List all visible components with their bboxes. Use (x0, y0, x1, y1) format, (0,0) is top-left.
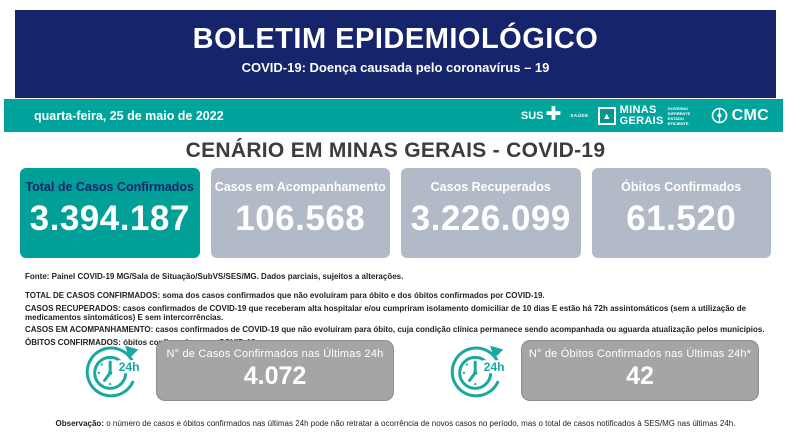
definitions-block: TOTAL DE CASOS CONFIRMADOS: soma dos cas… (25, 291, 776, 350)
clock-24h-icon: 24h (450, 345, 508, 397)
clock-24h-icon: 24h (85, 345, 143, 397)
mg-word-line1: MINAS (619, 104, 657, 117)
svg-text:24h: 24h (119, 360, 140, 374)
definition-recuperados: CASOS RECUPERADOS: casos confirmados de … (25, 303, 747, 322)
cmc-compass-icon (711, 107, 727, 124)
sus-logo: SUS ✚ (520, 104, 562, 125)
source-note: Fonte: Painel COVID-19 MG/Sala de Situaç… (25, 272, 404, 281)
saude-label: SAÚDE (570, 113, 589, 118)
logo-group: SUS ✚ SAÚDE ▲ MINAS GERAIS GOVERNO DIFER… (520, 104, 769, 127)
cmc-logo: CMC (711, 107, 769, 125)
card-label: Óbitos Confirmados (621, 180, 742, 194)
mg-word-line2: GERAIS (619, 114, 664, 127)
svg-text:24h: 24h (484, 360, 505, 374)
last24h-value: 4.072 (243, 362, 307, 390)
card-label: Casos em Acompanhamento (214, 180, 386, 194)
mg-wordmark: MINAS GERAIS (619, 104, 664, 127)
card-value: 106.568 (235, 199, 366, 238)
observation-text: o número de casos e óbitos confirmados n… (106, 419, 736, 428)
observation-label: Observação: (55, 419, 104, 428)
card-total-confirmados: Total de Casos Confirmados 3.394.187 (20, 168, 200, 258)
stat-cards-row: Total de Casos Confirmados 3.394.187 Cas… (20, 168, 771, 258)
mg-triangle-icon: ▲ (597, 106, 616, 125)
cmc-label: CMC (731, 106, 769, 124)
card-label: Casos Recuperados (430, 180, 551, 194)
card-value: 61.520 (626, 199, 737, 238)
definition-acompanhamento: CASOS EM ACOMPANHAMENTO: casos confirmad… (25, 325, 765, 334)
date-text: quarta-feira, 25 de maio de 2022 (34, 108, 224, 123)
last24h-value: 42 (626, 362, 654, 390)
minas-gerais-logo: ▲ MINAS GERAIS GOVERNO DIFERENTE ESTADO … (597, 104, 702, 127)
page-title: CENÁRIO EM MINAS GERAIS - COVID-19 (185, 139, 606, 162)
card-value: 3.394.187 (29, 199, 190, 238)
date-bar: quarta-feira, 25 de maio de 2022 SUS ✚ S… (4, 99, 783, 132)
card-obitos: Óbitos Confirmados 61.520 (591, 168, 771, 258)
mg-government-slogan: GOVERNO DIFERENTE ESTADO EFICIENTE (667, 105, 691, 126)
definition-obitos: ÓBITOS CONFIRMADOS: óbitos confirmados p… (25, 337, 258, 347)
sus-label: SUS (520, 109, 544, 122)
header-banner: BOLETIM EPIDEMIOLÓGICO COVID-19: Doença … (15, 10, 776, 98)
sus-cross-icon: ✚ (545, 104, 562, 125)
last24h-casos-group: 24h N° de Casos Confirmados nas Últimas … (83, 340, 394, 401)
last24h-label: N° de Casos Confirmados nas Últimas 24h (166, 348, 384, 360)
definition-total-confirmados: TOTAL DE CASOS CONFIRMADOS: soma dos cas… (25, 291, 545, 300)
card-label: Total de Casos Confirmados (25, 180, 195, 194)
observation-note: Observação: o número de casos e óbitos c… (0, 419, 791, 428)
bulletin-title: BOLETIM EPIDEMIOLÓGICO (192, 23, 599, 55)
last24h-casos-box: N° de Casos Confirmados nas Últimas 24h … (156, 340, 394, 401)
last24h-obitos-box: N° de Óbitos Confirmados nas Últimas 24h… (521, 340, 759, 401)
bulletin-subtitle: COVID-19: Doença causada pelo coronavíru… (241, 60, 550, 75)
card-value: 3.226.099 (410, 199, 571, 238)
card-em-acompanhamento: Casos em Acompanhamento 106.568 (210, 168, 390, 258)
last24h-label: N° de Óbitos Confirmados nas Últimas 24h… (528, 348, 752, 360)
card-recuperados: Casos Recuperados 3.226.099 (401, 168, 581, 258)
last24h-obitos-group: 24h N° de Óbitos Confirmados nas Últimas… (448, 340, 759, 401)
